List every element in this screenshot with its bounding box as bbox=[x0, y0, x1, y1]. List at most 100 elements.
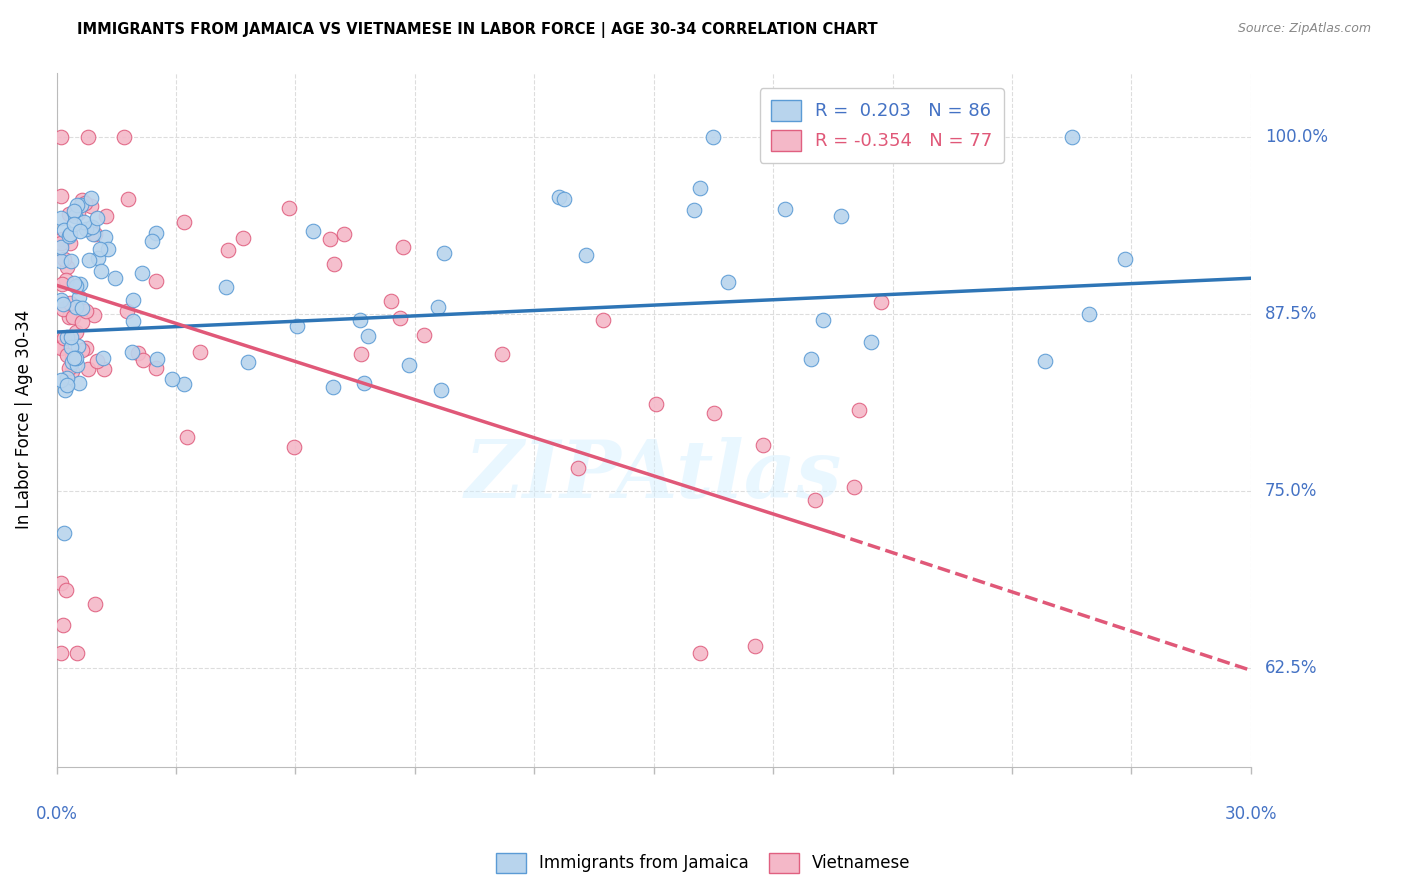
Point bbox=[52, 618, 75, 632]
Point bbox=[132, 353, 155, 368]
Text: ZIPAtlas: ZIPAtlas bbox=[465, 436, 842, 514]
Point bbox=[683, 202, 706, 217]
Point bbox=[63, 351, 86, 365]
Point bbox=[69, 277, 91, 292]
Point bbox=[70, 301, 93, 316]
Point bbox=[49, 293, 72, 308]
Legend: R =  0.203   N = 86, R = -0.354   N = 77: R = 0.203 N = 86, R = -0.354 N = 77 bbox=[759, 88, 1004, 162]
Point bbox=[703, 406, 725, 420]
Point bbox=[75, 304, 97, 318]
Point bbox=[1114, 252, 1136, 266]
Point bbox=[141, 234, 163, 248]
Point bbox=[51, 232, 73, 246]
Point bbox=[773, 202, 796, 216]
Point bbox=[80, 220, 103, 235]
Point bbox=[83, 227, 105, 242]
Point bbox=[49, 240, 72, 254]
Point bbox=[188, 345, 211, 359]
Point bbox=[51, 189, 73, 203]
Point bbox=[66, 198, 89, 212]
Point bbox=[52, 297, 75, 311]
Text: 75.0%: 75.0% bbox=[1265, 482, 1317, 500]
Point bbox=[75, 221, 97, 235]
Point bbox=[49, 575, 72, 590]
Point bbox=[744, 640, 766, 654]
Point bbox=[689, 646, 711, 660]
Point bbox=[65, 300, 87, 314]
Point bbox=[51, 277, 73, 291]
Point bbox=[859, 334, 882, 349]
Point bbox=[848, 403, 870, 417]
Point bbox=[173, 215, 195, 229]
Point bbox=[318, 232, 340, 246]
Point bbox=[86, 353, 108, 368]
Point bbox=[285, 318, 308, 333]
Point bbox=[430, 383, 453, 397]
Point bbox=[67, 376, 90, 391]
Point bbox=[97, 243, 120, 257]
Point bbox=[103, 270, 125, 285]
Point bbox=[89, 242, 111, 256]
Point bbox=[121, 345, 143, 359]
Point bbox=[389, 311, 412, 326]
Point bbox=[553, 192, 575, 206]
Point bbox=[52, 526, 75, 541]
Point bbox=[575, 248, 598, 262]
Point bbox=[93, 361, 115, 376]
Point bbox=[357, 328, 380, 343]
Point bbox=[117, 192, 139, 206]
Point bbox=[56, 349, 79, 363]
Point bbox=[52, 301, 75, 316]
Point bbox=[66, 358, 89, 372]
Point bbox=[1033, 354, 1056, 368]
Point bbox=[160, 372, 183, 386]
Point bbox=[645, 397, 668, 411]
Point bbox=[58, 310, 80, 324]
Point bbox=[804, 493, 827, 508]
Point bbox=[86, 211, 108, 225]
Point bbox=[548, 190, 571, 204]
Point bbox=[567, 461, 589, 475]
Point bbox=[63, 209, 86, 223]
Point bbox=[59, 295, 82, 310]
Point bbox=[86, 251, 108, 265]
Point bbox=[73, 214, 96, 228]
Point bbox=[62, 204, 84, 219]
Point bbox=[800, 351, 823, 366]
Point bbox=[56, 370, 79, 384]
Point bbox=[592, 313, 614, 327]
Point bbox=[398, 358, 420, 372]
Text: 100.0%: 100.0% bbox=[1265, 128, 1327, 145]
Point bbox=[58, 207, 80, 221]
Point bbox=[62, 276, 84, 290]
Point bbox=[59, 227, 82, 241]
Point bbox=[412, 328, 434, 343]
Point bbox=[131, 266, 153, 280]
Point bbox=[63, 217, 86, 231]
Point bbox=[689, 180, 711, 194]
Point bbox=[49, 254, 72, 268]
Point bbox=[752, 438, 775, 452]
Point bbox=[65, 325, 87, 339]
Point bbox=[842, 480, 865, 494]
Point bbox=[72, 194, 94, 208]
Point bbox=[76, 362, 98, 376]
Point bbox=[49, 340, 72, 354]
Point bbox=[145, 226, 167, 240]
Point bbox=[53, 383, 76, 397]
Point bbox=[392, 240, 415, 254]
Point bbox=[145, 360, 167, 375]
Point bbox=[127, 345, 149, 359]
Point bbox=[94, 230, 117, 244]
Point bbox=[301, 224, 323, 238]
Point bbox=[90, 264, 112, 278]
Text: IMMIGRANTS FROM JAMAICA VS VIETNAMESE IN LABOR FORCE | AGE 30-34 CORRELATION CHA: IMMIGRANTS FROM JAMAICA VS VIETNAMESE IN… bbox=[77, 22, 877, 38]
Point bbox=[277, 201, 299, 215]
Point bbox=[84, 597, 107, 611]
Point bbox=[333, 227, 356, 241]
Point bbox=[231, 231, 253, 245]
Text: Source: ZipAtlas.com: Source: ZipAtlas.com bbox=[1237, 22, 1371, 36]
Point bbox=[60, 355, 83, 369]
Point bbox=[217, 243, 239, 257]
Point bbox=[55, 582, 77, 597]
